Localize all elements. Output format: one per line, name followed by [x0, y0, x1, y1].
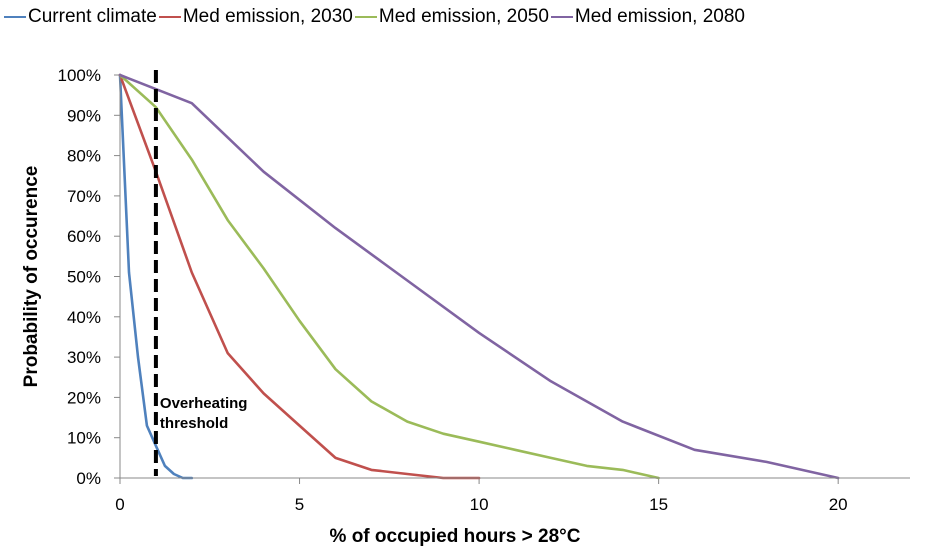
threshold-label: threshold — [160, 415, 228, 432]
x-axis-ticks: 0 5 10 15 20 — [115, 478, 848, 514]
y-tick-label: 70% — [67, 187, 101, 206]
x-axis-title: % of occupied hours > 28°C — [330, 526, 581, 547]
legend-item-med-2030: Med emission, 2030 — [158, 6, 353, 28]
legend-label: Current climate — [28, 6, 157, 27]
y-tick-label: 30% — [67, 348, 101, 367]
legend-label: Med emission, 2050 — [378, 6, 549, 27]
y-tick-label: 90% — [67, 106, 101, 125]
legend-swatch — [158, 16, 181, 18]
series-line-3 — [118, 73, 840, 480]
y-tick-label: 10% — [67, 429, 101, 448]
y-tick-label: 60% — [67, 227, 101, 246]
legend-label: Med emission, 2080 — [574, 6, 745, 27]
x-tick-label: 10 — [470, 495, 489, 514]
x-tick-label: 15 — [649, 495, 668, 514]
y-tick-label: 0% — [76, 469, 101, 488]
series-line-1 — [118, 73, 481, 480]
legend-item-med-2080: Med emission, 2080 — [550, 6, 745, 28]
y-tick-label: 40% — [67, 308, 101, 327]
legend-swatch — [354, 16, 377, 18]
x-tick-label: 20 — [829, 495, 848, 514]
x-tick-label: 0 — [115, 495, 124, 514]
y-tick-label: 80% — [67, 147, 101, 166]
y-axis-title: Probability of occurence — [21, 166, 42, 388]
legend: Current climate Med emission, 2030 Med e… — [4, 6, 747, 28]
series-line-2 — [118, 73, 660, 480]
y-tick-label: 100% — [58, 66, 101, 85]
legend-item-current-climate: Current climate — [4, 6, 157, 28]
x-tick-label: 5 — [295, 495, 304, 514]
series-layer — [118, 73, 840, 480]
series-line-0 — [118, 73, 194, 480]
legend-swatch — [4, 16, 26, 18]
legend-swatch — [550, 16, 573, 18]
y-tick-label: 20% — [67, 388, 101, 407]
y-axis-ticks: 0% 10% 20% 30% 40% 50% 60% 70% 80% 90% 100% — [58, 66, 120, 488]
legend-item-med-2050: Med emission, 2050 — [354, 6, 549, 28]
legend-label: Med emission, 2030 — [182, 6, 353, 27]
y-tick-label: 50% — [67, 268, 101, 287]
threshold-label: Overheating — [160, 395, 248, 412]
